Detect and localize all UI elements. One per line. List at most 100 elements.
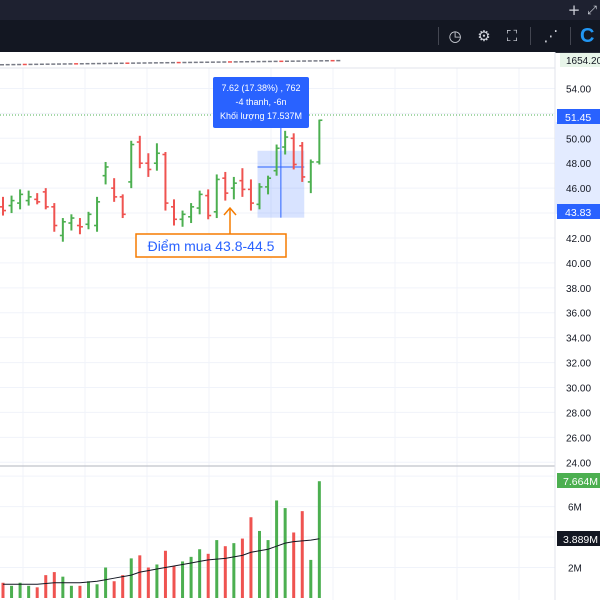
volume-bar: [223, 546, 227, 598]
ohlc-bar: [128, 140, 135, 189]
overview-mark: [51, 63, 56, 65]
volume-bar: [232, 543, 236, 598]
price-tick-label: 34.00: [566, 334, 591, 345]
ohlc-bar: [42, 188, 49, 210]
toolbar-separator: [530, 27, 531, 45]
measure-tooltip: 7.62 (17.38%) , 762 -4 thanh, -6n Khối l…: [213, 77, 309, 128]
overview-mark: [216, 61, 221, 63]
svg-text:51.45: 51.45: [565, 112, 591, 124]
ohlc-bar: [282, 130, 289, 155]
price-tick-label: 46.00: [566, 184, 591, 195]
chart-grid: [0, 66, 555, 600]
ohlc-bar: [17, 189, 24, 210]
overview-mark: [330, 59, 335, 62]
volume-bar: [258, 530, 261, 598]
plus-icon[interactable]: +: [567, 1, 581, 19]
fullscreen-icon[interactable]: ⛶: [506, 27, 518, 45]
ohlc-bar: [188, 203, 195, 224]
volume-bar: [78, 585, 82, 598]
ohlc-bar: [213, 174, 220, 219]
brand-logo-icon[interactable]: C: [580, 25, 595, 47]
volume-bar: [155, 564, 159, 598]
volume-bar: [189, 556, 193, 598]
avg-volume-tag: 3.889M: [557, 531, 600, 546]
overview-mark: [256, 60, 261, 63]
price-tick-label: 54.00: [566, 84, 591, 95]
overview-mark: [336, 59, 341, 62]
overview-mark: [165, 61, 170, 64]
ohlc-bar: [256, 183, 263, 210]
overview-mark: [45, 63, 50, 65]
ohlc-bar: [8, 195, 15, 214]
volume-bar: [87, 581, 90, 598]
overview-mark: [245, 60, 250, 63]
overview-mark: [74, 63, 79, 65]
volume-bar: [181, 561, 185, 598]
overview-mark: [22, 63, 27, 66]
volume-bar: [266, 540, 270, 598]
svg-text:3.889M: 3.889M: [563, 534, 598, 546]
overview-mark: [68, 63, 73, 65]
volume-bar: [129, 558, 133, 598]
ohlc-series: [0, 119, 323, 242]
ohlc-bar: [265, 175, 272, 195]
overview-mark: [307, 60, 312, 62]
share-icon[interactable]: ⋰: [543, 27, 559, 45]
ohlc-bar: [179, 210, 186, 227]
last-volume-tag: 7.664M: [557, 473, 600, 488]
overview-background: [0, 52, 555, 68]
ohlc-bar: [68, 214, 75, 231]
price-chart[interactable]: 54.0052.0050.0048.0046.0044.0042.0040.00…: [0, 52, 600, 600]
ohlc-bar: [34, 193, 41, 205]
ohlc-bar: [307, 159, 314, 194]
overview-mark: [324, 60, 329, 62]
price-tick-label: 48.00: [566, 159, 591, 170]
overview-mark: [188, 61, 193, 64]
svg-text:Khối lượng 17.537M: Khối lượng 17.537M: [220, 111, 302, 121]
price-axis-range-highlight: [555, 122, 600, 214]
volume-bar: [198, 549, 202, 598]
ohlc-bar: [196, 190, 203, 215]
ohlc-bar: [299, 142, 306, 182]
price-tick-label: 32.00: [566, 359, 591, 370]
ohlc-bar: [145, 153, 152, 177]
volume-bar: [309, 559, 313, 598]
overview-mark: [290, 60, 295, 62]
toolbar-separator: [570, 27, 571, 45]
overview-mark: [136, 62, 141, 64]
price-tick-label: 50.00: [566, 134, 591, 145]
buy-point-annotation[interactable]: Điểm mua 43.8-44.5: [135, 206, 287, 258]
ohlc-bar: [290, 133, 297, 170]
price-tick-label: 40.00: [566, 259, 591, 270]
volume-bar: [215, 540, 219, 598]
overview-mark: [114, 62, 118, 65]
ohlc-bar: [51, 203, 58, 232]
volume-bar: [292, 532, 296, 598]
overview-mark: [239, 61, 244, 63]
gear-icon[interactable]: ⚙: [477, 27, 491, 45]
expand-icon[interactable]: ⤢: [587, 3, 597, 17]
price-axis: 54.0052.0050.0048.0046.0044.0042.0040.00…: [566, 84, 591, 469]
overview-mark: [296, 60, 301, 62]
ohlc-bar: [247, 179, 254, 211]
volume-bar: [172, 566, 176, 598]
svg-text:7.62 (17.38%) , 762: 7.62 (17.38%) , 762: [221, 83, 300, 93]
overview-mark: [273, 60, 278, 63]
volume-bar: [61, 576, 65, 598]
overview-value-tag: 1654.20: [560, 53, 600, 67]
ohlc-bar: [94, 196, 101, 232]
svg-text:7.664M: 7.664M: [563, 476, 598, 488]
overview-mark: [222, 61, 227, 63]
ohlc-bar: [25, 190, 32, 206]
svg-text:-4 thanh, -6n: -4 thanh, -6n: [235, 97, 286, 107]
overview-mark: [182, 61, 187, 64]
ohlc-bar: [59, 218, 66, 242]
volume-bar: [317, 481, 321, 598]
volume-bar: [300, 511, 304, 598]
price-tick-label: 30.00: [566, 384, 591, 395]
overview-mark: [250, 60, 255, 63]
screenshot-timer-icon[interactable]: ◷: [448, 27, 462, 45]
overview-mark: [228, 61, 232, 63]
volume-bar: [240, 538, 244, 598]
volume-bar: [146, 567, 150, 598]
